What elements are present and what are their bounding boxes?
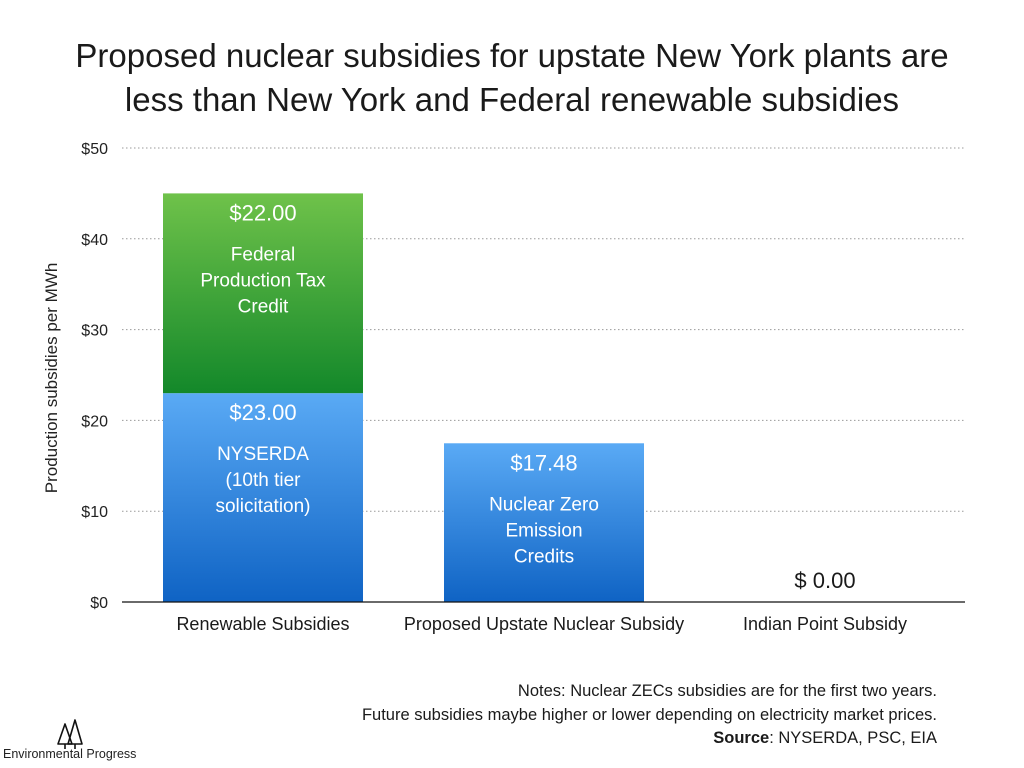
notes: Notes: Nuclear ZECs subsidies are for th… xyxy=(362,680,937,751)
bar-segment-label: Production Tax xyxy=(200,270,326,291)
bar-segment xyxy=(444,443,644,602)
bar-segment-label: Credits xyxy=(514,546,574,567)
notes-line-2: Future subsidies maybe higher or lower d… xyxy=(361,705,937,724)
chart-title-line-2: less than New York and Federal renewable… xyxy=(124,81,900,118)
x-tick-label: Proposed Upstate Nuclear Subsidy xyxy=(404,614,684,634)
x-tick-label: Renewable Subsidies xyxy=(176,614,349,634)
x-tick-label: Indian Point Subsidy xyxy=(743,614,907,634)
bar-segment-label: solicitation) xyxy=(215,496,310,517)
environmental-progress-logo-icon xyxy=(57,719,83,749)
y-tick-label: $50 xyxy=(81,141,108,158)
bar-value-label: $22.00 xyxy=(229,200,296,225)
bar-segment-label: (10th tier xyxy=(226,470,302,491)
bar-chart: $0 $10 $20 $30 $40 $50 Production subsidies pe… xyxy=(42,141,965,634)
bar-segment xyxy=(163,193,363,394)
bar-segment-label: NYSERDA xyxy=(217,444,309,465)
bar-segment-label: Nuclear Zero xyxy=(489,494,599,515)
chart-title-line-1: Proposed nuclear subsidies for upstate N… xyxy=(75,37,949,74)
y-tick-label: $40 xyxy=(81,232,108,249)
notes-source-label: Source xyxy=(713,729,770,747)
notes-line-1: Notes: Nuclear ZECs subsidies are for th… xyxy=(517,682,937,700)
y-tick-label: $10 xyxy=(81,504,108,521)
bar-segment-label: Credit xyxy=(238,296,289,317)
y-tick-label: $0 xyxy=(90,595,108,612)
bar-value-label: $ 0.00 xyxy=(794,568,855,593)
bar-value-label: $23.00 xyxy=(229,400,296,425)
y-tick-label: $20 xyxy=(81,413,108,430)
notes-source-text: : NYSERDA, PSC, EIA xyxy=(769,729,937,747)
y-axis-label: Production subsidies per MWh xyxy=(42,263,61,494)
y-tick-label: $30 xyxy=(81,323,108,340)
bar-value-label: $17.48 xyxy=(510,450,577,475)
chart-title: Proposed nuclear subsidies for upstate N… xyxy=(0,34,1024,122)
bar-segment-label: Emission xyxy=(505,520,582,541)
logo-text: Environmental Progress xyxy=(3,747,137,761)
bar-segment xyxy=(163,393,363,602)
bar-segment-label: Federal xyxy=(231,244,295,265)
notes-source: Source: NYSERDA, PSC, EIA xyxy=(362,727,937,751)
